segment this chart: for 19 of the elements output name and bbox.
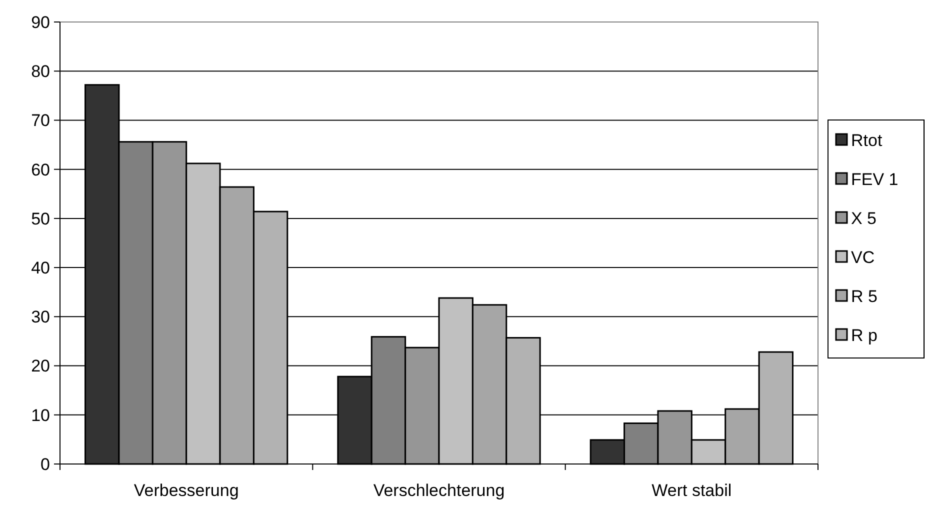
y-tick-label: 70 [31, 111, 50, 130]
x-tick-label: Wert stabil [652, 481, 732, 500]
legend-label: VC [851, 248, 875, 267]
y-tick-label: 50 [31, 209, 50, 228]
x-tick-label: Verbesserung [134, 481, 239, 500]
legend-label: R 5 [851, 286, 878, 306]
legend-label: R p [851, 326, 878, 345]
legend-label: FEV 1 [851, 170, 898, 189]
y-tick-label: 80 [31, 62, 50, 82]
y-tick-label: 40 [31, 258, 50, 278]
y-tick-label: 10 [31, 406, 50, 425]
y-tick-label: 90 [31, 12, 50, 32]
y-tick-label: 20 [31, 356, 50, 376]
y-tick-label: 30 [31, 308, 50, 327]
x-tick-label: Verschlechterung [373, 481, 505, 500]
y-tick-label: 0 [40, 454, 50, 474]
legend-label: Rtot [851, 130, 882, 150]
y-tick-label: 60 [31, 160, 50, 180]
legend-label: X 5 [851, 208, 877, 228]
